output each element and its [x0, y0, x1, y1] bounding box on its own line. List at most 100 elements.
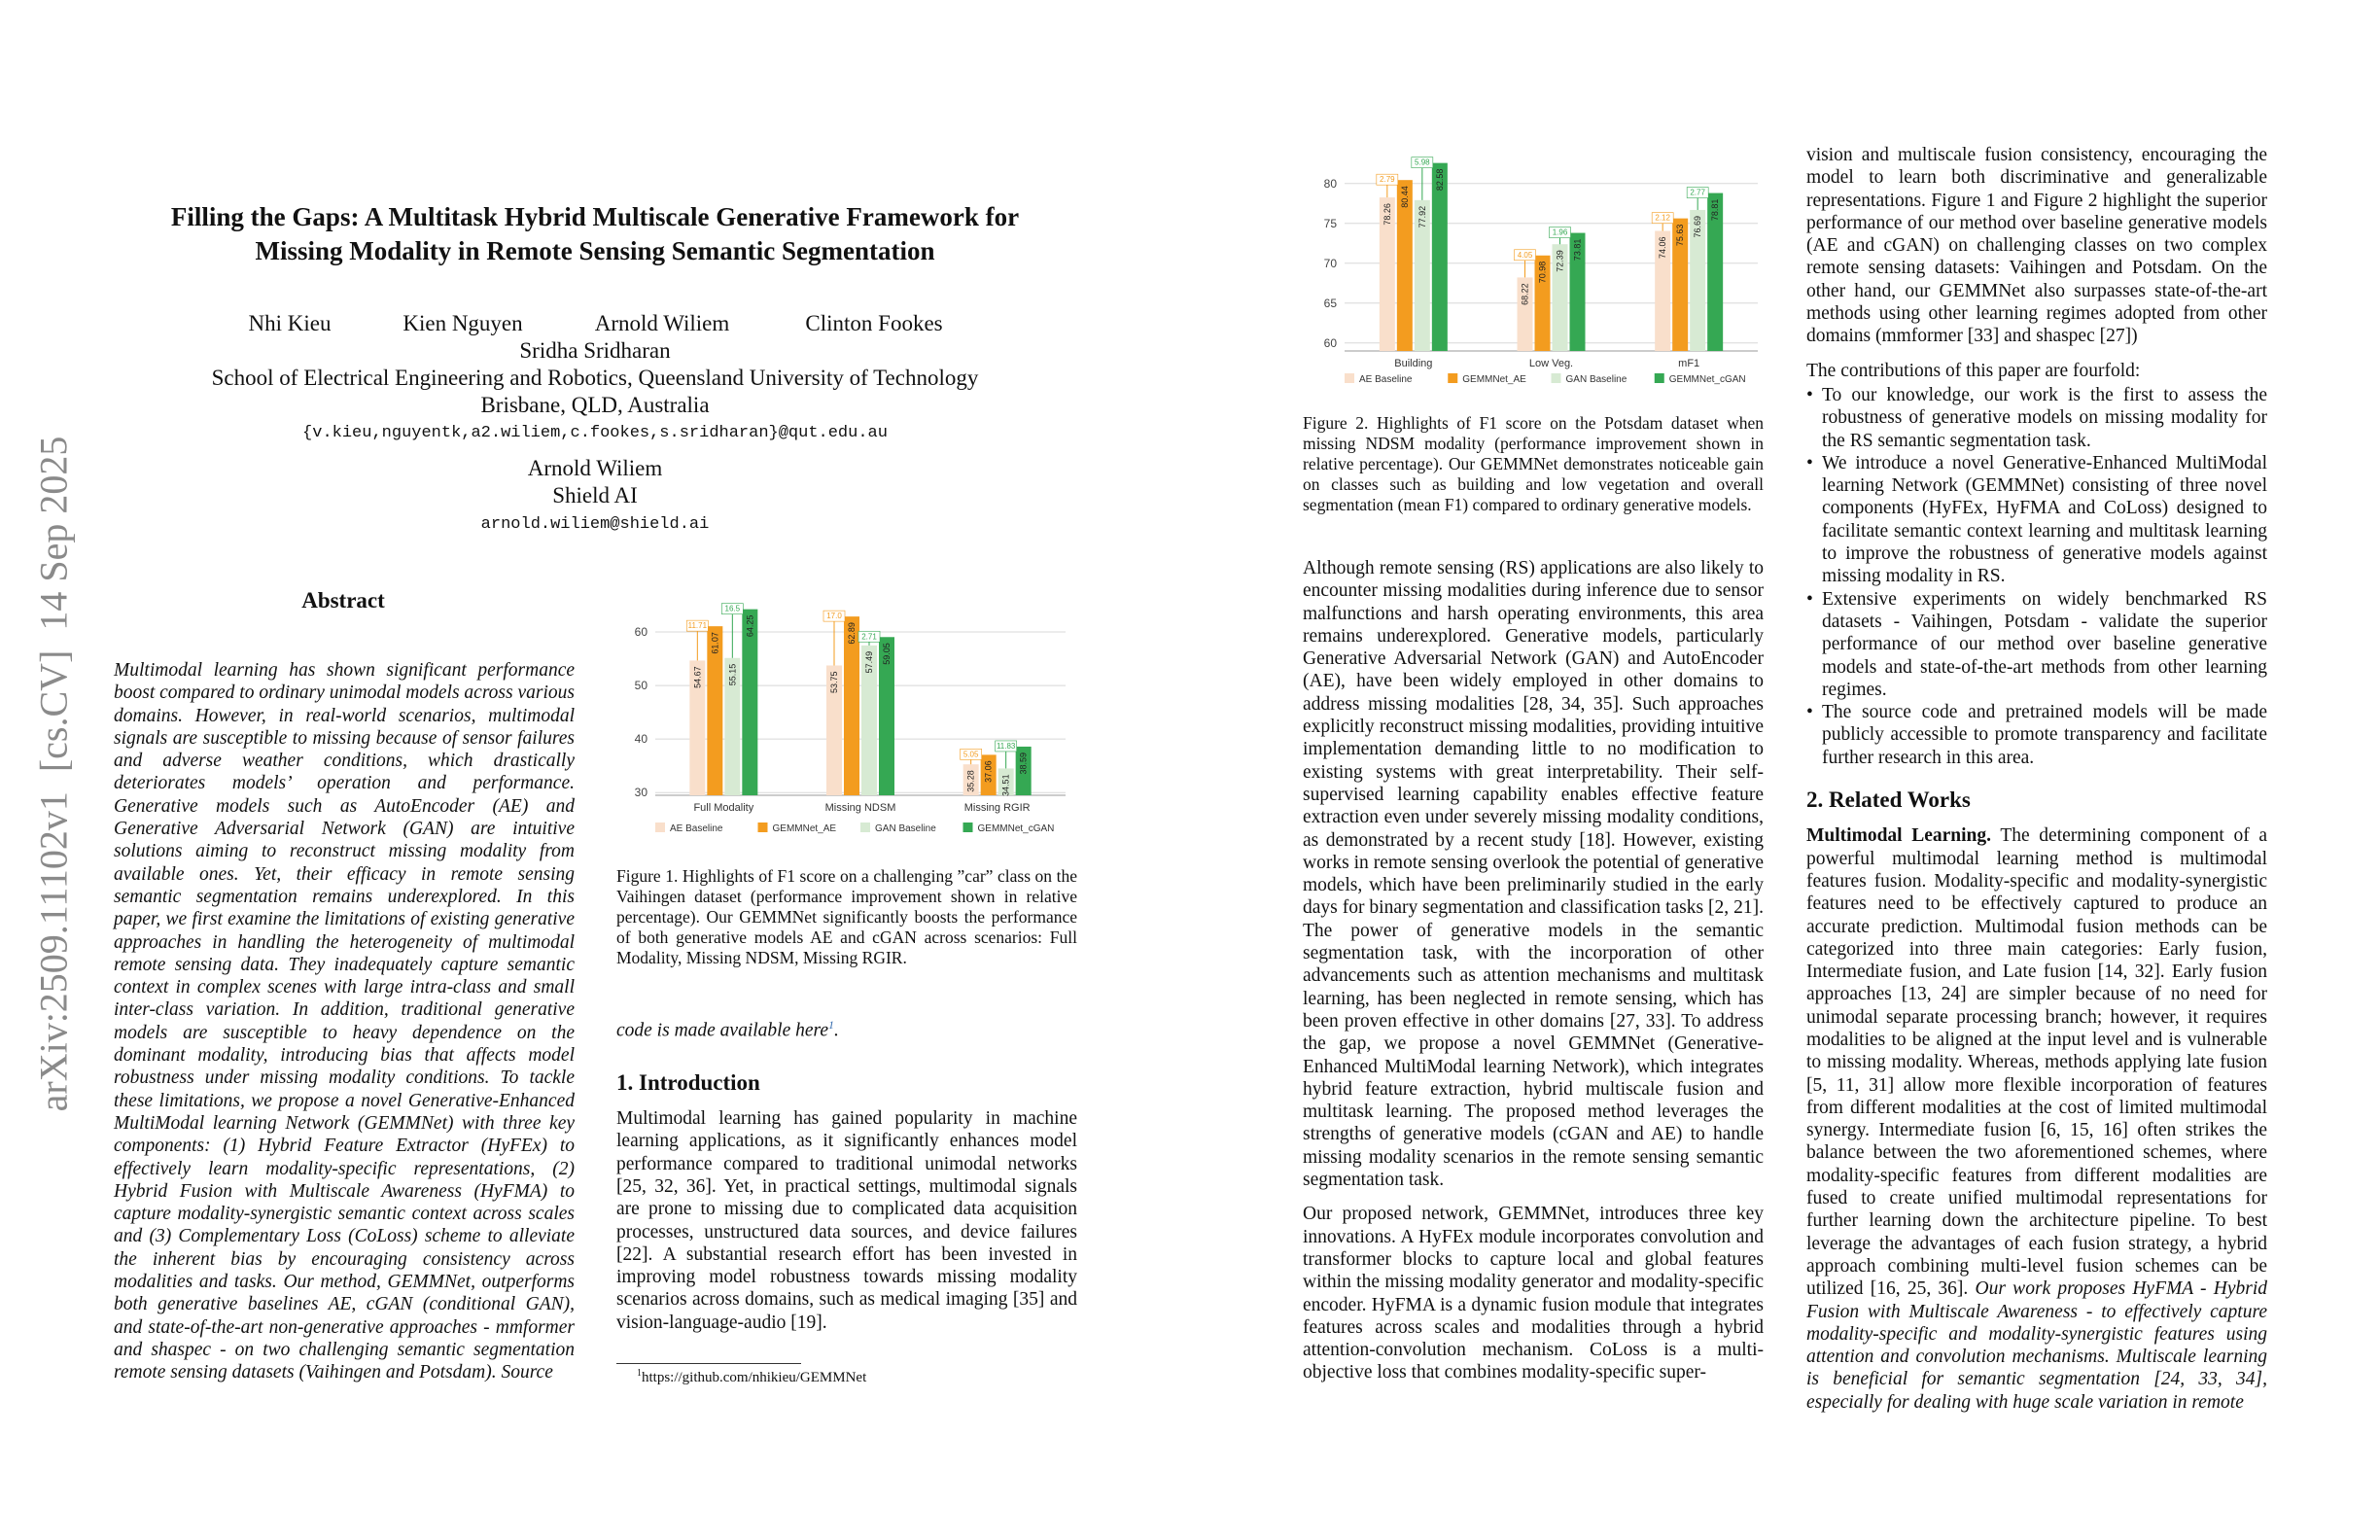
legend-swatch	[1448, 373, 1458, 383]
title-line: Missing Modality in Remote Sensing Seman…	[255, 236, 935, 265]
contribution: Extensive experiments on widely benchmar…	[1806, 588, 2267, 701]
legend-label: AE Baseline	[1359, 374, 1413, 385]
value-label: 34.51	[1001, 774, 1011, 796]
bar	[1534, 255, 1551, 351]
bar	[1431, 162, 1448, 351]
value-label: 80.44	[1400, 186, 1410, 208]
arxiv-id: arXiv:2509.11102v1 [cs.CV] 14 Sep 2025	[31, 436, 76, 1112]
figure-caption: Figure 1. Highlights of F1 score on a ch…	[616, 866, 1077, 967]
bar	[724, 657, 741, 795]
y-tick-label: 40	[635, 732, 648, 746]
value-label: 38.59	[1019, 752, 1029, 775]
affiliation: Shield AI	[552, 483, 638, 508]
y-tick-label: 80	[1324, 177, 1338, 191]
bar	[1672, 218, 1689, 351]
legend-label: GEMMNet_cGAN	[1669, 374, 1746, 385]
title: Filling the Gaps: A Multitask Hybrid Mul…	[171, 200, 1019, 268]
gain-label: 11.83	[997, 742, 1016, 751]
gain-label: 17.0	[826, 612, 842, 620]
gain-box	[1514, 249, 1536, 262]
value-label: 75.63	[1675, 225, 1685, 247]
title-line: Filling the Gaps: A Multitask Hybrid Mul…	[170, 202, 1020, 231]
email: arnold.wiliem@shield.ai	[480, 515, 710, 534]
value-label: 57.49	[864, 651, 874, 674]
value-label: 53.75	[829, 671, 839, 693]
gain-label: 2.71	[861, 632, 877, 641]
value-label: 73.81	[1573, 239, 1583, 262]
gain-label: 2.77	[1690, 189, 1705, 197]
legend-label: AE Baseline	[670, 823, 723, 834]
gain-box	[1686, 187, 1709, 198]
author: Arnold Wiliem	[594, 311, 730, 335]
bar	[1414, 199, 1430, 351]
gain-label: 2.79	[1380, 175, 1395, 184]
abstract: Multimodal learning has shown significan…	[114, 660, 575, 1383]
contribution: To our knowledge, our work is the first …	[1806, 384, 2267, 452]
x-tick-label: Missing RGIR	[964, 802, 1031, 814]
y-tick-label: 50	[635, 679, 648, 692]
value-label: 37.06	[984, 760, 994, 783]
legend-swatch	[655, 822, 665, 832]
value-label: 76.69	[1693, 216, 1702, 238]
bar	[1015, 746, 1032, 795]
contribution: The source code and pretrained models wi…	[1806, 701, 2267, 769]
value-label: 64.25	[745, 615, 754, 638]
gain-box	[822, 610, 846, 622]
legend-swatch	[757, 822, 768, 832]
legend-label: GAN Baseline	[1566, 374, 1628, 385]
value-label: 54.67	[692, 666, 702, 688]
legend-label: GAN Baseline	[875, 823, 936, 834]
email: {v.kieu,nguyentk,a2.wiliem,c.fookes,s.sr…	[302, 424, 888, 442]
contribution-list: To our knowledge, our work is the first …	[1806, 384, 2267, 769]
footnote-mark: 1	[637, 1368, 642, 1379]
bar	[1396, 180, 1413, 351]
gain-label: 11.71	[688, 621, 708, 630]
bar	[1569, 232, 1586, 351]
run-in-heading: Multimodal Learning.	[1806, 825, 1992, 847]
value-label: 78.81	[1710, 199, 1720, 222]
bar	[1552, 244, 1568, 351]
value-label: 55.15	[727, 664, 737, 686]
author: Sridha Sridharan	[519, 338, 671, 363]
gain-label: 5.05	[963, 750, 979, 758]
value-label: 74.06	[1658, 237, 1667, 260]
x-tick-label: Full Modality	[693, 802, 753, 814]
bar	[1517, 277, 1533, 351]
y-tick-label: 60	[635, 625, 648, 639]
paragraph: Our proposed network, GEMMNet, introduce…	[1303, 1204, 1764, 1383]
text: The determining component of a powerful …	[1806, 825, 2267, 1300]
author: Nhi Kieu	[248, 311, 332, 335]
legend-swatch	[1345, 373, 1354, 383]
bar	[844, 616, 859, 795]
y-tick-label: 75	[1324, 217, 1338, 230]
gain-label: 16.5	[725, 605, 741, 613]
gain-box	[1411, 157, 1434, 168]
value-label: 68.22	[1521, 283, 1530, 305]
bar	[980, 754, 997, 795]
section-heading: 2. Related Works	[1806, 788, 1971, 813]
y-tick-label: 65	[1324, 297, 1338, 310]
abstract-tail: code is made available here1.	[616, 1014, 1077, 1042]
middle-column: Although remote sensing (RS) application…	[1303, 557, 1764, 1396]
legend-label: GEMMNet_AE	[1462, 374, 1526, 385]
text: Our work proposes HyFMA - Hybrid Fusion …	[1806, 1278, 2268, 1413]
gain-label: 4.05	[1518, 251, 1533, 260]
gain-box	[960, 749, 982, 760]
legend-swatch	[1551, 373, 1561, 383]
affiliation: Brisbane, QLD, Australia	[480, 393, 710, 417]
bar	[1707, 192, 1724, 351]
left-column: code is made available here1. 1. Introdu…	[616, 1014, 1077, 1346]
value-label: 72.39	[1556, 250, 1565, 272]
y-tick-label: 30	[635, 786, 648, 799]
legend-swatch	[1654, 373, 1664, 383]
value-label: 62.89	[847, 622, 857, 645]
text: code is made available here	[616, 1020, 829, 1041]
footnote-mark: 1	[828, 1018, 835, 1032]
gain-box	[995, 740, 1017, 752]
figure-caption: Figure 2. Highlights of F1 score on the …	[1303, 413, 1764, 514]
paragraph: The contributions of this paper are four…	[1806, 360, 2141, 381]
value-label: 82.58	[1435, 169, 1445, 192]
bar	[879, 637, 894, 795]
